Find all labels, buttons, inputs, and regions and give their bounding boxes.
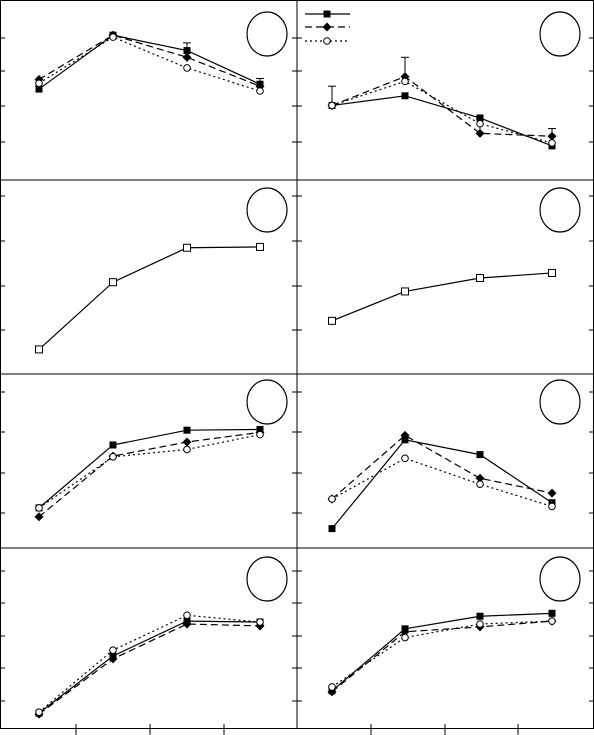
data-point-open-circle-4: [548, 502, 556, 511]
series-line-filled-square: [331, 612, 553, 692]
series-line-open-square: [38, 246, 261, 350]
data-point-filled-diamond-3: [182, 52, 192, 62]
series-line-filled-square: [38, 428, 261, 509]
panel-label-circle: [246, 556, 288, 602]
data-point-open-circle-1: [328, 101, 336, 110]
data-point-filled-square-3: [476, 114, 484, 122]
panel-label-circle: [246, 379, 288, 425]
panel-label-circle: [539, 187, 581, 233]
series-line-filled-diamond: [38, 431, 261, 518]
series-line-filled-diamond: [38, 34, 261, 87]
data-point-open-circle-4: [256, 618, 264, 626]
data-point-open-circle-2: [401, 77, 409, 86]
data-point-open-square-3: [476, 274, 484, 282]
panel-top-left: [34, 11, 288, 95]
data-point-open-circle-3: [183, 445, 191, 454]
panel-bottom-right: [327, 556, 581, 697]
data-point-open-square-2: [401, 287, 409, 296]
legend-marker-filled-diamond: [322, 22, 332, 32]
data-point-filled-diamond-3: [182, 437, 192, 447]
data-point-filled-square-3: [183, 426, 191, 434]
data-point-filled-square-2: [109, 441, 117, 449]
series-line-open-circle: [38, 614, 261, 713]
data-point-open-circle-4: [256, 87, 264, 95]
data-point-filled-square-2: [401, 92, 409, 100]
series-line-filled-diamond: [331, 620, 553, 693]
data-point-open-square-1: [328, 316, 336, 325]
series-line-filled-square: [331, 439, 553, 529]
panel-label-circle: [539, 379, 581, 425]
data-point-filled-diamond-2: [400, 627, 410, 637]
data-point-filled-square-1: [35, 85, 43, 93]
data-point-open-square-4: [548, 268, 556, 277]
data-point-open-circle-3: [476, 480, 484, 489]
data-point-open-circle-4: [548, 139, 556, 147]
data-point-open-circle-1: [35, 504, 43, 512]
data-point-open-circle-3: [183, 64, 191, 72]
data-point-open-circle-2: [401, 454, 409, 463]
data-point-open-circle-1: [35, 708, 43, 716]
data-point-open-square-1: [35, 345, 43, 354]
series-line-filled-square: [38, 34, 261, 90]
series-line-open-circle: [331, 620, 553, 688]
series-line-filled-diamond: [38, 623, 261, 715]
data-point-open-circle-4: [256, 430, 264, 439]
data-point-open-circle-2: [109, 453, 117, 461]
legend-marker-open-circle: [323, 37, 331, 45]
panel-label-circle: [246, 11, 288, 57]
panel-second-right: [328, 187, 581, 325]
series-line-open-circle: [38, 36, 261, 92]
data-point-open-circle-3: [476, 119, 484, 128]
data-point-filled-square-1: [328, 525, 336, 533]
panel-bottom-left: [34, 556, 288, 719]
data-point-open-circle-1: [328, 495, 336, 503]
data-point-filled-diamond-4: [547, 488, 557, 498]
panel-label-circle: [539, 556, 581, 602]
data-point-filled-diamond-1: [34, 512, 44, 522]
data-point-open-circle-4: [548, 617, 556, 625]
data-point-filled-square-4: [548, 609, 556, 617]
series-line-filled-diamond: [331, 434, 553, 500]
data-point-filled-diamond-3: [475, 473, 485, 483]
data-point-filled-diamond-3: [475, 128, 485, 138]
data-point-filled-diamond-2: [400, 430, 410, 440]
series-line-open-circle: [331, 457, 553, 507]
panel-top-right: [305, 10, 581, 150]
series-line-open-circle: [331, 80, 553, 144]
data-point-open-square-3: [183, 243, 191, 252]
data-point-filled-diamond-4: [547, 131, 557, 141]
data-point-open-circle-3: [476, 620, 484, 628]
data-point-open-circle-3: [183, 611, 191, 620]
data-point-open-circle-2: [109, 646, 117, 654]
data-point-open-circle-1: [328, 683, 336, 691]
data-point-open-circle-2: [401, 633, 409, 642]
panel-label-circle: [246, 187, 288, 233]
panel-third-left: [34, 379, 288, 522]
series-line-filled-square: [38, 620, 261, 714]
data-point-filled-diamond-3: [182, 619, 192, 629]
data-point-open-circle-1: [35, 79, 43, 88]
series-line-open-square: [331, 272, 553, 322]
series-line-filled-diamond: [331, 75, 553, 137]
series-line-filled-square: [331, 95, 553, 147]
panel-third-right: [327, 379, 581, 533]
data-point-open-square-4: [256, 242, 264, 251]
legend-marker-filled-square: [323, 10, 331, 18]
panel-label-circle: [539, 11, 581, 57]
data-point-filled-square-3: [183, 47, 191, 55]
data-point-filled-diamond-2: [108, 654, 118, 664]
data-point-open-circle-2: [109, 33, 117, 41]
data-point-filled-square-3: [476, 451, 484, 459]
series-line-open-circle: [38, 434, 261, 509]
legend: [305, 10, 350, 45]
data-point-open-square-2: [109, 278, 117, 287]
data-point-filled-square-3: [476, 612, 484, 620]
panel-second-left: [35, 187, 288, 354]
